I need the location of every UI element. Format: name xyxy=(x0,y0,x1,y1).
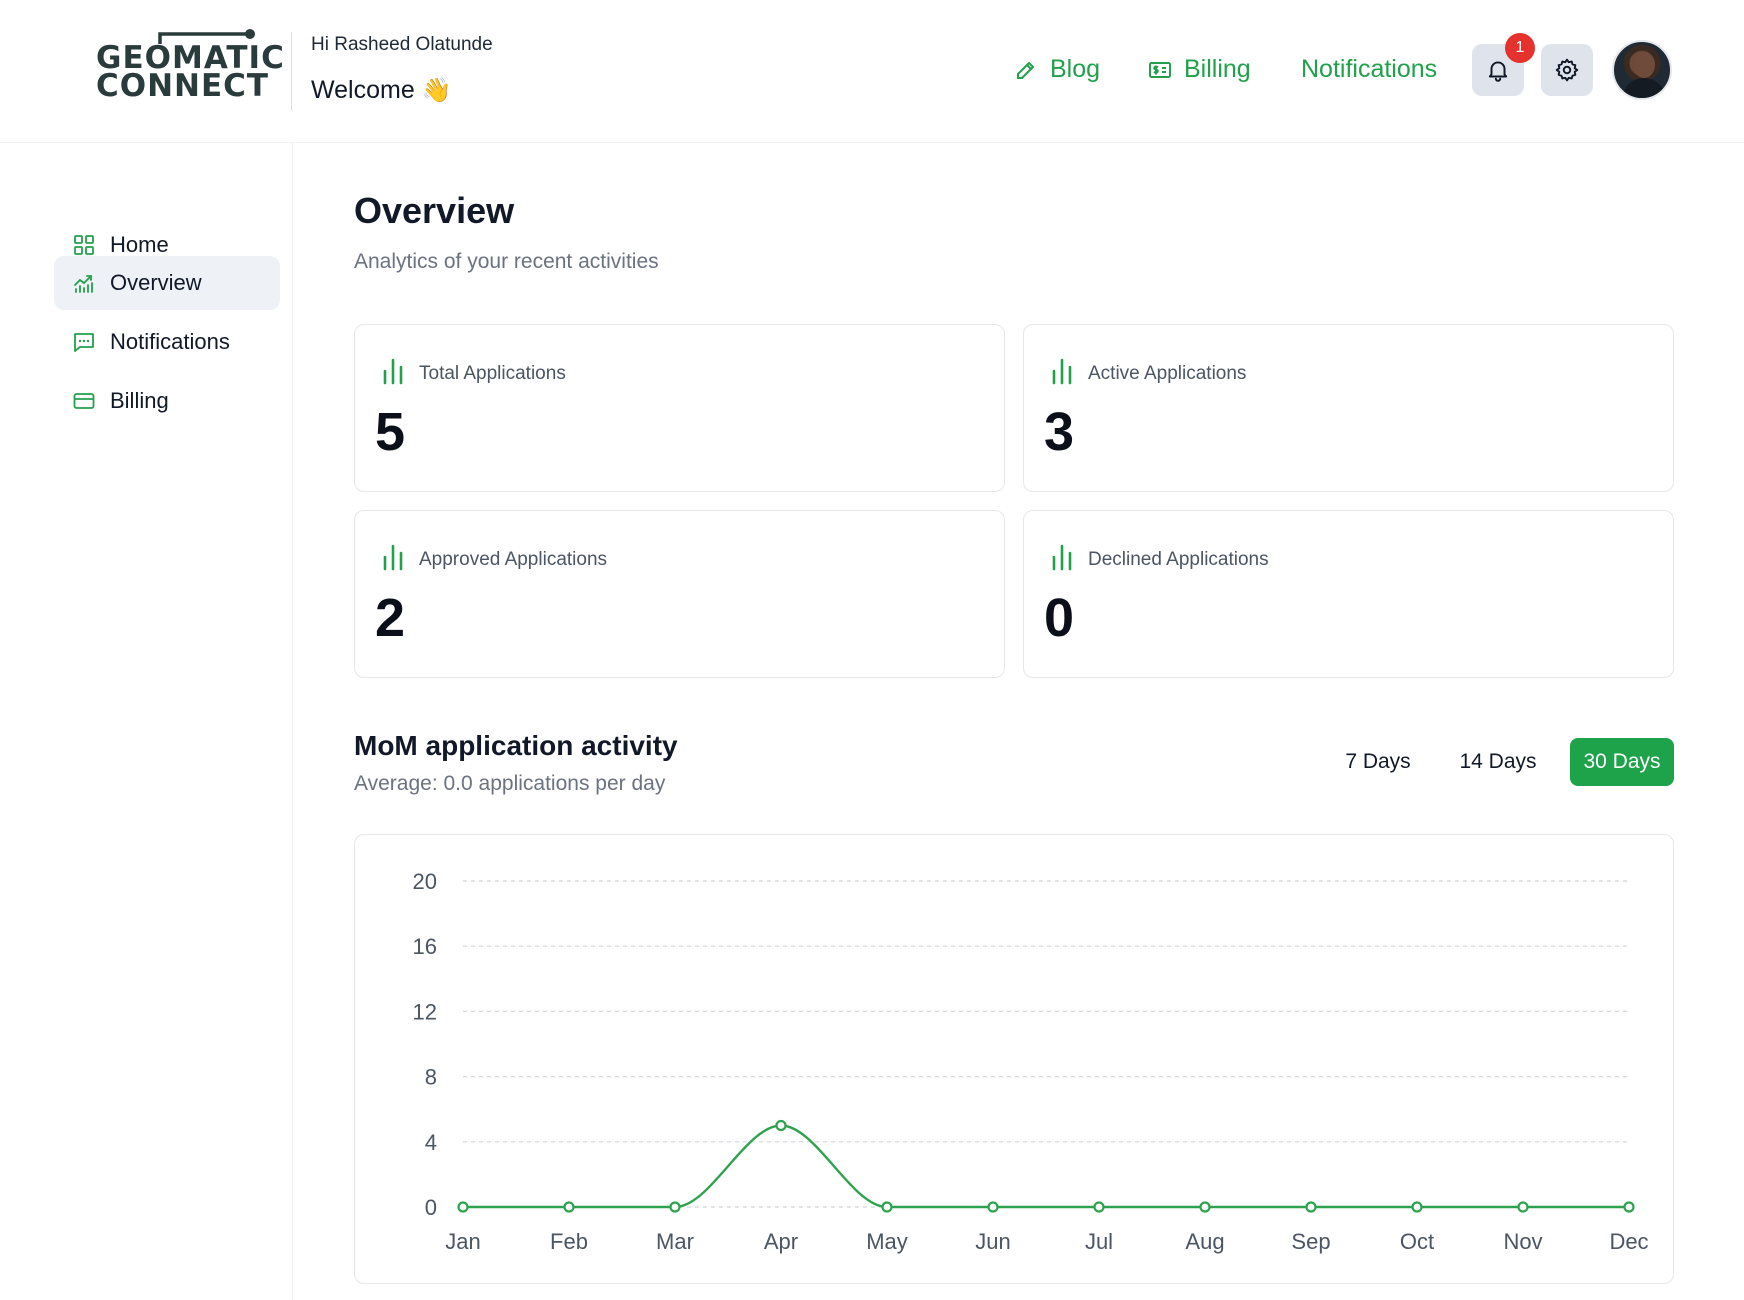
x-tick-label: Feb xyxy=(550,1229,588,1254)
logo[interactable]: GEOMATIC CONNECT xyxy=(96,28,284,102)
series-line xyxy=(463,1124,1629,1209)
notification-count-badge: 1 xyxy=(1505,33,1535,63)
data-point xyxy=(1093,1201,1105,1213)
money-icon xyxy=(1149,61,1171,78)
x-tick-label: Oct xyxy=(1400,1229,1434,1254)
sidebar-item-billing[interactable]: Billing xyxy=(54,374,280,428)
avatar-body-shape xyxy=(1622,78,1666,98)
nav-blog-label: Blog xyxy=(1050,55,1101,83)
data-point xyxy=(669,1201,681,1213)
range-30-days-button[interactable]: 30 Days xyxy=(1570,738,1674,786)
activity-subtitle: Average: 0.0 applications per day xyxy=(354,772,666,795)
data-point xyxy=(457,1201,469,1213)
top-header: GEOMATIC CONNECT Hi Rasheed Olatunde Wel… xyxy=(0,0,1744,143)
stat-card-label: Approved Applications xyxy=(419,549,608,570)
page-title: Overview xyxy=(354,190,515,231)
message-icon xyxy=(74,333,94,352)
sidebar-item-overview-content[interactable]: Overview xyxy=(54,256,280,310)
stat-card-label: Declined Applications xyxy=(1088,549,1269,570)
range-7-days-button[interactable]: 7 Days xyxy=(1345,750,1411,773)
bar-chart-icon xyxy=(1052,358,1072,385)
data-point xyxy=(1411,1201,1423,1213)
y-tick-label: 0 xyxy=(425,1195,437,1220)
nav-blog-link[interactable]: Blog xyxy=(1014,55,1100,84)
stat-card-label: Total Applications xyxy=(419,363,566,384)
stat-card-total: Total Applications 5 xyxy=(354,324,1005,492)
page-subtitle: Analytics of your recent activities xyxy=(354,250,659,273)
y-tick-label: 12 xyxy=(413,999,437,1024)
sidebar-item-label: Billing xyxy=(110,388,169,413)
activity-line-chart: 0 4 8 12 16 20 Jan Feb Mar Apr May Jun Jul Aug Sep Oct N… xyxy=(413,869,1649,1254)
data-point xyxy=(1517,1201,1529,1213)
stat-card-value: 5 xyxy=(375,402,406,462)
nav-notifications-label: Notifications xyxy=(1301,55,1438,83)
nav-billing-link[interactable]: Billing xyxy=(1148,55,1251,84)
data-point xyxy=(1305,1201,1317,1213)
sidebar-item-label: Notifications xyxy=(110,329,230,354)
logo-circuit-icon xyxy=(158,29,255,44)
data-point xyxy=(563,1201,575,1213)
logo-line-1: GEOMATIC xyxy=(96,40,285,76)
nav-notifications-link[interactable]: Notifications xyxy=(1301,55,1437,84)
stat-card-declined: Declined Applications 0 xyxy=(1023,510,1674,678)
x-tick-label: Mar xyxy=(656,1229,694,1254)
x-tick-label: Apr xyxy=(764,1229,798,1254)
chart-icon xyxy=(74,275,93,293)
x-tick-label: Jul xyxy=(1085,1229,1113,1254)
bell-icon xyxy=(1488,61,1508,82)
y-tick-label: 4 xyxy=(425,1130,437,1155)
bar-chart-icon xyxy=(1052,544,1072,571)
x-tick-label: Nov xyxy=(1503,1229,1542,1254)
x-tick-label: Sep xyxy=(1291,1229,1330,1254)
greeting-text: Hi Rasheed Olatunde xyxy=(311,34,493,55)
settings-button[interactable] xyxy=(1541,44,1593,96)
x-tick-label: Aug xyxy=(1185,1229,1224,1254)
bar-chart-icon xyxy=(383,544,403,571)
header-divider xyxy=(291,32,292,110)
data-point xyxy=(987,1201,999,1213)
bar-chart-icon xyxy=(383,358,403,385)
user-avatar[interactable] xyxy=(1612,40,1672,100)
welcome-label: Welcome xyxy=(311,76,415,104)
y-tick-label: 20 xyxy=(413,869,437,894)
nav-billing-label: Billing xyxy=(1184,55,1251,83)
range-14-days-button[interactable]: 14 Days xyxy=(1459,750,1537,773)
x-tick-label: Jun xyxy=(975,1229,1010,1254)
sidebar: Home Overview Notifications Billing xyxy=(0,143,293,1300)
activity-title: MoM application activity xyxy=(354,730,678,761)
welcome-text: Welcome 👋 xyxy=(311,76,452,105)
stat-card-value: 2 xyxy=(375,588,406,648)
x-tick-label: Dec xyxy=(1609,1229,1648,1254)
x-tick-label: Jan xyxy=(445,1229,480,1254)
activity-chart: 0 4 8 12 16 20 Jan Feb Mar Apr May Jun Jul Aug Sep Oct N… xyxy=(354,834,1674,1284)
wave-icon: 👋 xyxy=(421,77,452,104)
y-tick-label: 8 xyxy=(425,1065,437,1090)
sidebar-item-home[interactable]: Home xyxy=(54,218,280,272)
data-point xyxy=(775,1119,787,1132)
y-tick-label: 16 xyxy=(413,934,437,959)
pencil-icon xyxy=(1017,61,1034,79)
stat-card-value: 0 xyxy=(1044,588,1075,648)
sidebar-item-notifications[interactable]: Notifications xyxy=(54,315,280,369)
gear-icon xyxy=(1555,58,1579,82)
sidebar-item-label: Overview xyxy=(110,270,202,295)
sidebar-item-label: Home xyxy=(110,232,169,257)
stat-card-label: Active Applications xyxy=(1088,363,1247,384)
data-point xyxy=(881,1201,893,1213)
stat-card-approved: Approved Applications 2 xyxy=(354,510,1005,678)
data-point xyxy=(1623,1201,1635,1213)
data-point xyxy=(1199,1201,1211,1213)
logo-line-2: CONNECT xyxy=(96,68,270,104)
card-icon xyxy=(73,393,95,409)
stat-card-active: Active Applications 3 xyxy=(1023,324,1674,492)
stat-card-value: 3 xyxy=(1044,402,1075,462)
x-tick-label: May xyxy=(866,1229,908,1254)
avatar-head-shape xyxy=(1633,52,1655,78)
grid-icon xyxy=(74,235,94,255)
